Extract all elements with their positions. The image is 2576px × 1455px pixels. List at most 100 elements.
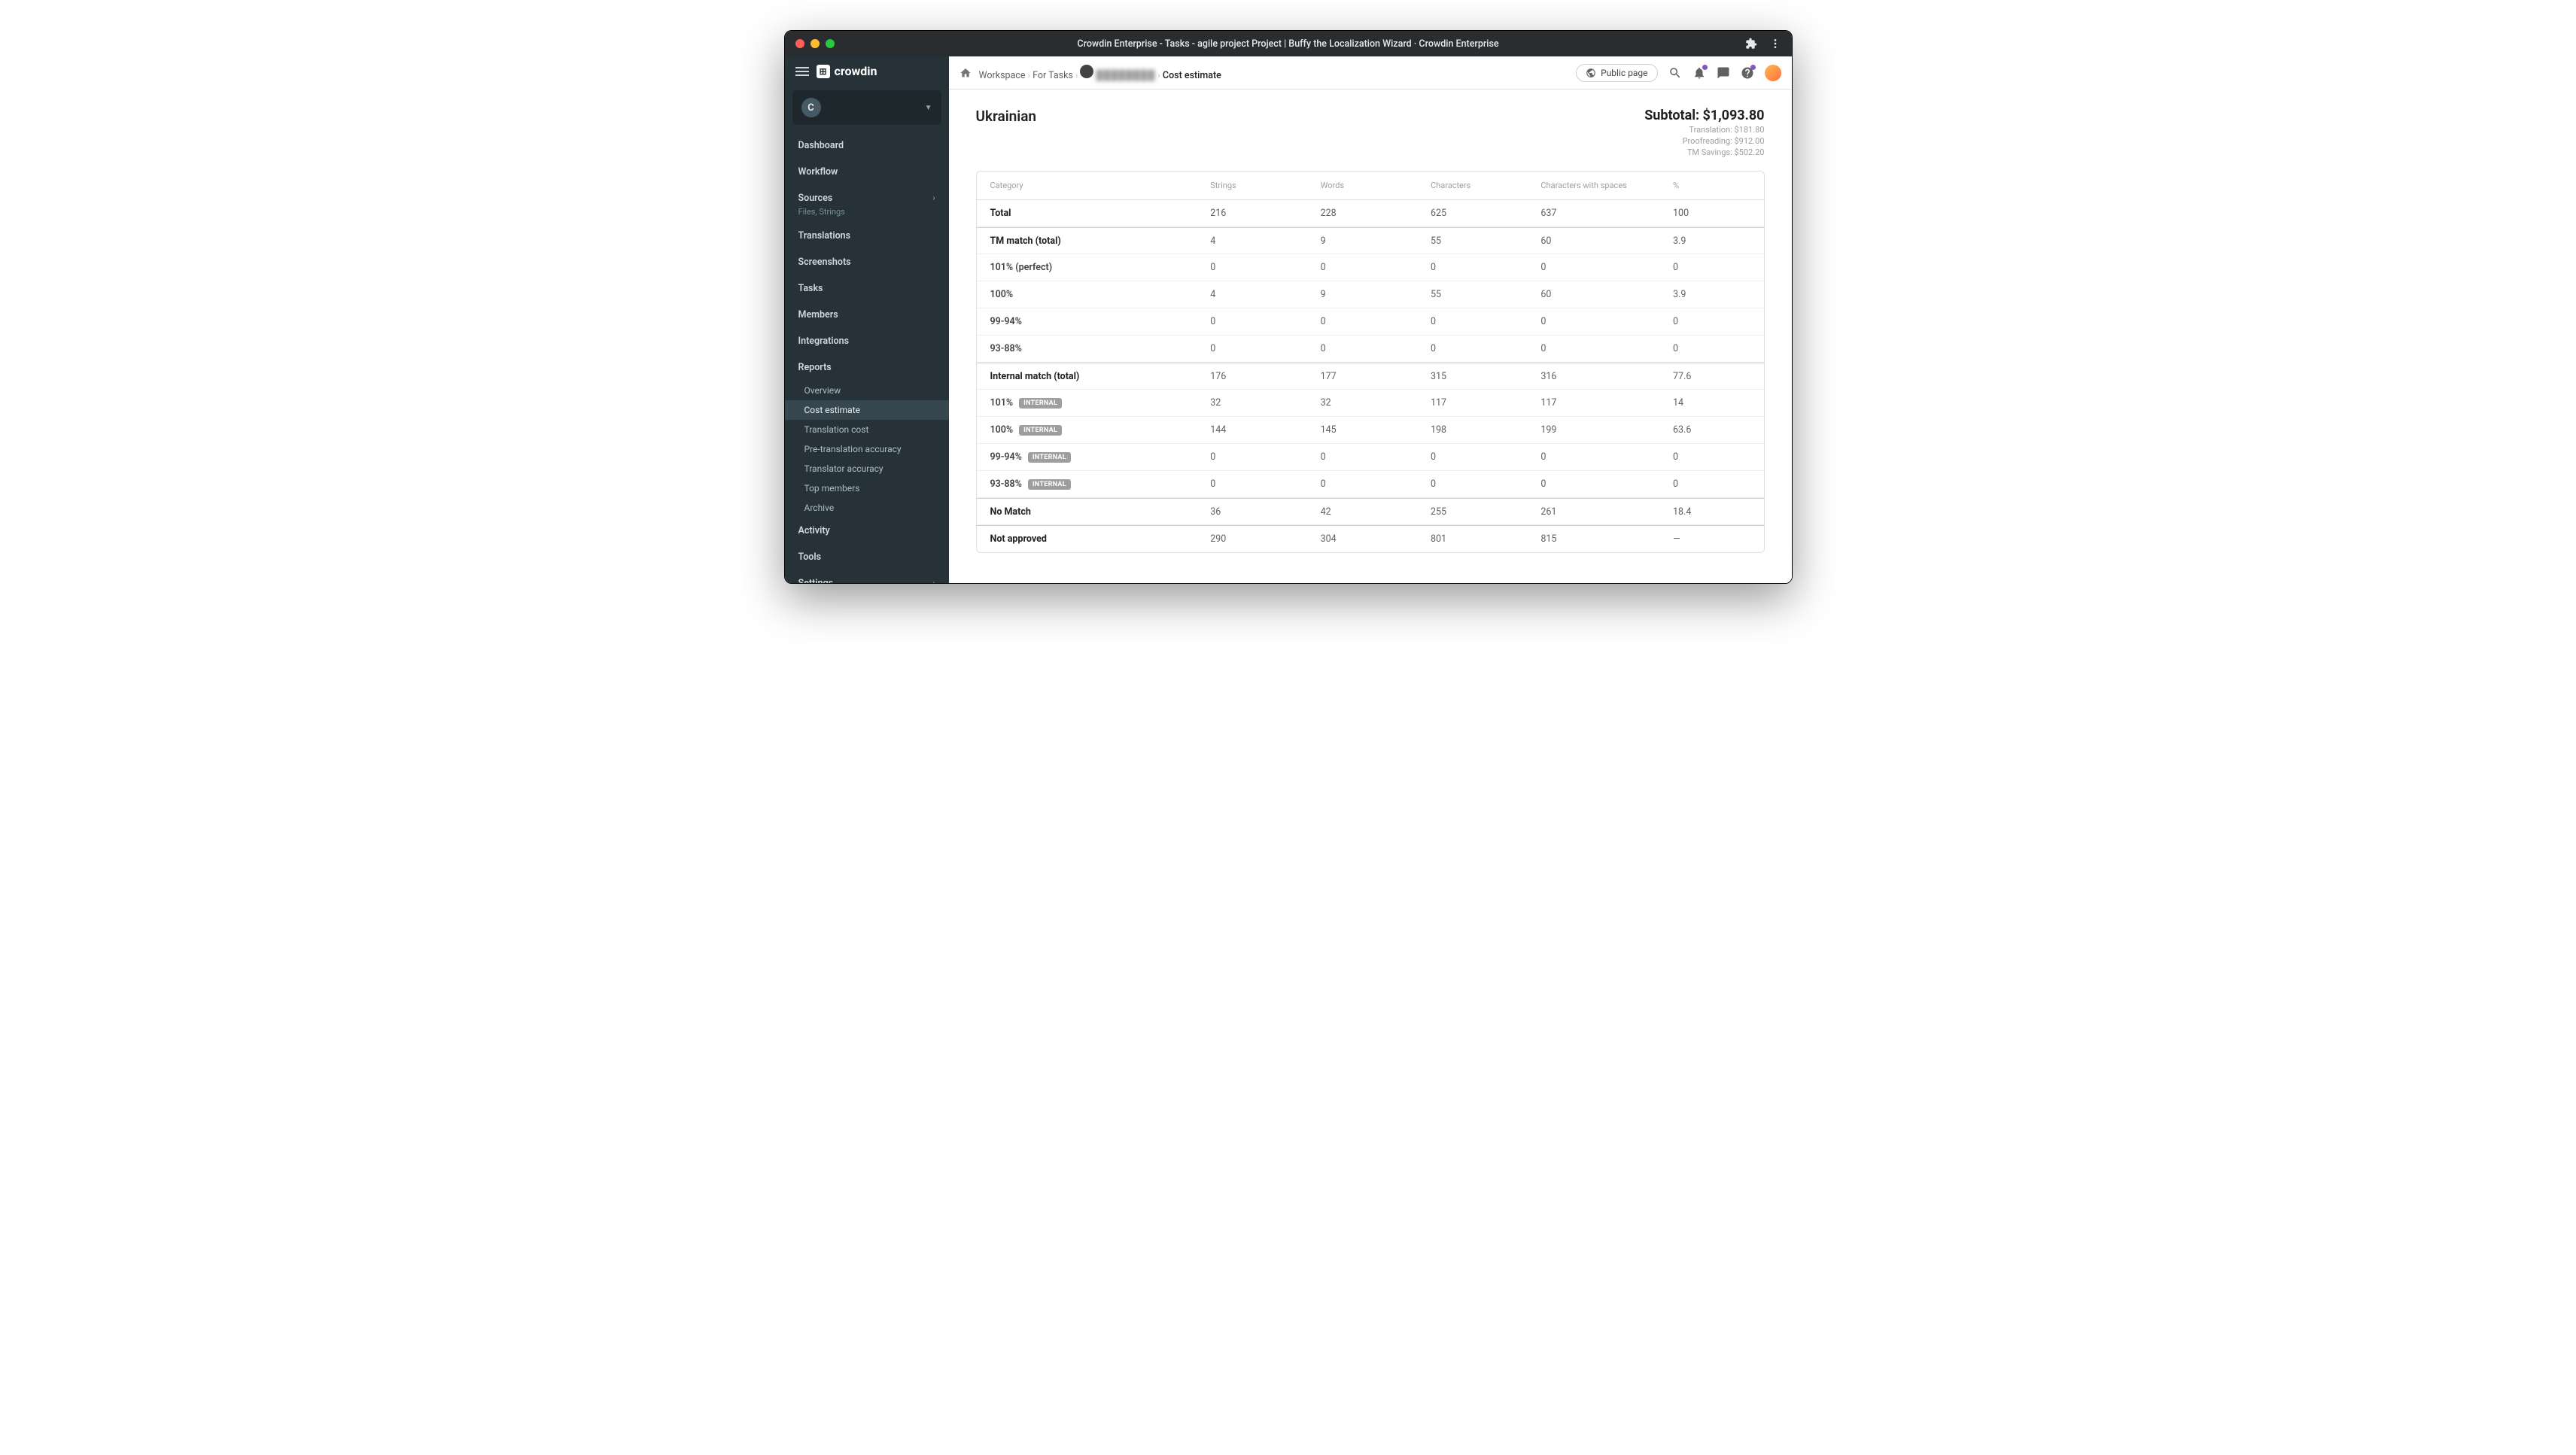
table-cell: 0: [1210, 478, 1320, 490]
sidebar-child-translator-accuracy[interactable]: Translator accuracy: [785, 459, 949, 478]
column-header: Characters: [1431, 181, 1540, 190]
sidebar-item-translations[interactable]: Translations: [785, 223, 949, 249]
table-cell: 0: [1321, 316, 1431, 327]
table-row: 99-94%INTERNAL00000: [977, 444, 1764, 471]
table-row: TM match (total)4955603.9: [977, 227, 1764, 254]
table-cell: 42: [1321, 506, 1431, 518]
content-scroll: Ukrainian Subtotal: $1,093.80 Translatio…: [949, 90, 1792, 583]
breadcrumb-for-tasks[interactable]: For Tasks: [1033, 70, 1073, 81]
org-switcher[interactable]: C ▼: [792, 90, 941, 125]
topbar: Workspace › For Tasks › ████████ › Cost …: [949, 56, 1792, 90]
sidebar-subtitle: Files, Strings: [785, 207, 949, 223]
sidebar-item-integrations[interactable]: Integrations: [785, 328, 949, 354]
sidebar-child-archive[interactable]: Archive: [785, 498, 949, 518]
chevron-right-icon: ›: [932, 194, 935, 202]
sidebar-item-dashboard[interactable]: Dashboard: [785, 132, 949, 159]
category-cell: 99-94%INTERNAL: [990, 451, 1211, 463]
table-cell: 60: [1540, 289, 1673, 300]
table-row: 93-88%00000: [977, 336, 1764, 363]
brand-name: crowdin: [835, 64, 877, 78]
table-row: 99-94%00000: [977, 308, 1764, 336]
language-title: Ukrainian: [976, 108, 1037, 125]
chevron-down-icon: ▼: [925, 104, 932, 112]
sidebar: ⊞ crowdin C ▼ DashboardWorkflowSources›F…: [785, 56, 949, 583]
sidebar-item-workflow[interactable]: Workflow: [785, 159, 949, 185]
sidebar-item-tools[interactable]: Tools: [785, 544, 949, 570]
sidebar-child-overview[interactable]: Overview: [785, 381, 949, 400]
table-cell: 0: [1210, 451, 1320, 463]
table-cell: 3.9: [1673, 289, 1750, 300]
subtotal-value: $1,093.80: [1703, 108, 1765, 123]
table-cell: 255: [1431, 506, 1540, 518]
table-cell: 0: [1210, 316, 1320, 327]
table-cell: 0: [1321, 451, 1431, 463]
category-cell: 100%INTERNAL: [990, 424, 1211, 436]
table-cell: 0: [1431, 478, 1540, 490]
logo-icon: ⊞: [817, 65, 830, 78]
table-cell: 177: [1321, 371, 1431, 382]
home-icon[interactable]: [960, 67, 972, 79]
breadcrumb-avatar: [1080, 65, 1093, 78]
table-cell: 117: [1431, 397, 1540, 409]
table-cell: 0: [1540, 343, 1673, 354]
table-cell: 0: [1210, 262, 1320, 273]
category-cell: 99-94%: [990, 316, 1211, 327]
category-cell: Internal match (total): [990, 371, 1211, 382]
sidebar-child-pre-translation-accuracy[interactable]: Pre-translation accuracy: [785, 439, 949, 459]
column-header: Category: [990, 181, 1211, 190]
table-cell: 304: [1321, 533, 1431, 545]
table-cell: 0: [1673, 478, 1750, 490]
subtotal-line: Translation: $181.80: [1644, 125, 1764, 135]
table-cell: 0: [1431, 451, 1540, 463]
sidebar-item-screenshots[interactable]: Screenshots: [785, 249, 949, 275]
table-cell: 55: [1431, 289, 1540, 300]
user-avatar[interactable]: [1765, 65, 1781, 81]
cost-table: CategoryStringsWordsCharactersCharacters…: [976, 171, 1765, 553]
table-cell: 0: [1540, 316, 1673, 327]
breadcrumb: Workspace › For Tasks › ████████ › Cost …: [960, 65, 1221, 81]
sidebar-item-activity[interactable]: Activity: [785, 518, 949, 544]
table-row: 93-88%INTERNAL00000: [977, 471, 1764, 498]
sidebar-item-members[interactable]: Members: [785, 302, 949, 328]
table-cell: 801: [1431, 533, 1540, 545]
main-area: Workspace › For Tasks › ████████ › Cost …: [949, 56, 1792, 583]
sidebar-item-tasks[interactable]: Tasks: [785, 275, 949, 302]
public-page-label: Public page: [1601, 68, 1647, 78]
breadcrumb-workspace[interactable]: Workspace: [979, 70, 1026, 81]
column-header: Characters with spaces: [1540, 181, 1673, 190]
sidebar-item-settings[interactable]: Settings›: [785, 570, 949, 583]
org-avatar: C: [801, 98, 821, 117]
table-header: CategoryStringsWordsCharactersCharacters…: [977, 172, 1764, 200]
table-row: 101%INTERNAL323211711714: [977, 390, 1764, 417]
table-cell: 815: [1540, 533, 1673, 545]
table-cell: 0: [1673, 262, 1750, 273]
brand-logo[interactable]: ⊞ crowdin: [817, 64, 877, 78]
search-icon[interactable]: [1668, 66, 1682, 80]
table-row: 100%INTERNAL14414519819963.6: [977, 417, 1764, 444]
category-cell: 93-88%INTERNAL: [990, 478, 1211, 490]
table-cell: 315: [1431, 371, 1540, 382]
category-cell: 101% (perfect): [990, 262, 1211, 273]
table-cell: 0: [1673, 343, 1750, 354]
subtotal-block: Subtotal: $1,093.80 Translation: $181.80…: [1644, 108, 1764, 157]
sidebar-child-top-members[interactable]: Top members: [785, 478, 949, 498]
subtotal-label: Subtotal:: [1644, 108, 1699, 123]
chat-icon[interactable]: [1717, 66, 1730, 80]
chevron-right-icon: ›: [1075, 71, 1078, 80]
table-cell: 14: [1673, 397, 1750, 409]
table-cell: 117: [1540, 397, 1673, 409]
table-cell: 216: [1210, 208, 1320, 219]
table-cell: 9: [1321, 289, 1431, 300]
table-cell: 0: [1673, 316, 1750, 327]
globe-icon: [1586, 68, 1596, 78]
sidebar-item-reports[interactable]: Reports: [785, 354, 949, 381]
menu-toggle-button[interactable]: [795, 67, 809, 76]
table-row: Not approved290304801815—: [977, 525, 1764, 552]
category-cell: 101%INTERNAL: [990, 397, 1211, 409]
sidebar-child-translation-cost[interactable]: Translation cost: [785, 420, 949, 439]
table-cell: 144: [1210, 424, 1320, 436]
public-page-button[interactable]: Public page: [1576, 64, 1657, 82]
chevron-right-icon: ›: [1158, 71, 1160, 80]
sidebar-child-cost-estimate[interactable]: Cost estimate: [785, 400, 949, 420]
table-cell: 32: [1321, 397, 1431, 409]
